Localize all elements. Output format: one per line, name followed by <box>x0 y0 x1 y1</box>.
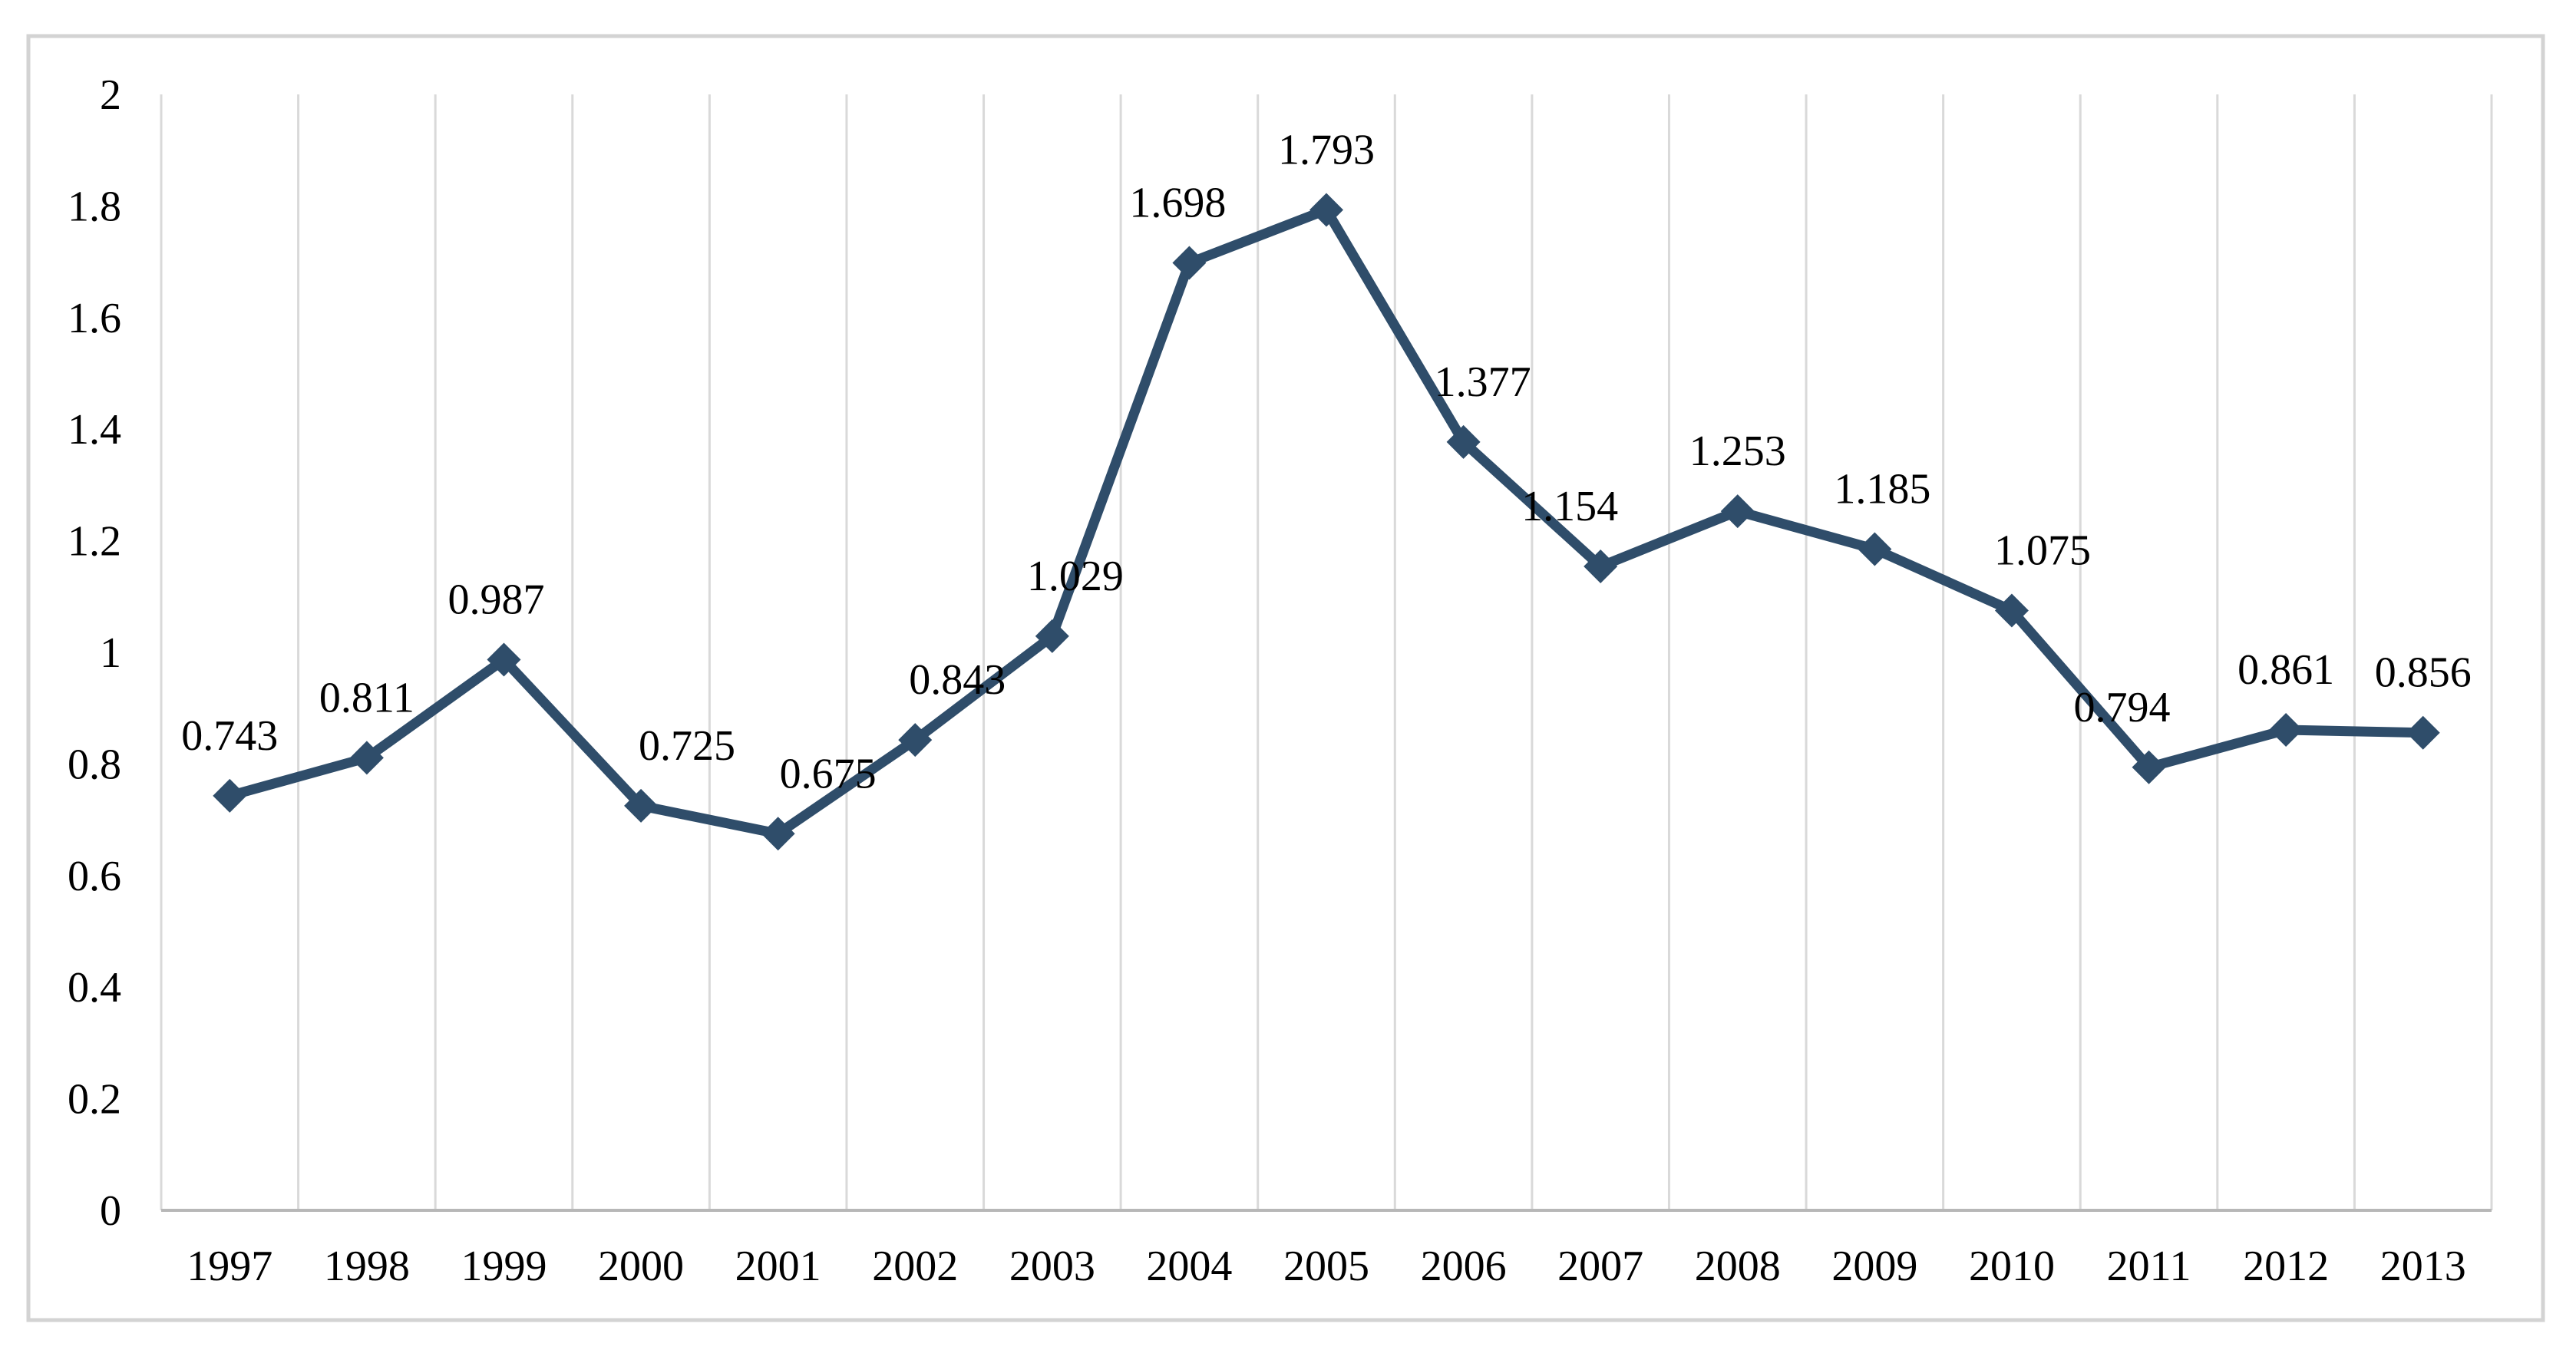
x-tick-label: 2002 <box>872 1243 958 1290</box>
x-tick-label: 2009 <box>1831 1243 1917 1290</box>
y-tick-label: 1.2 <box>68 518 121 566</box>
x-tick-label: 2013 <box>2380 1243 2466 1290</box>
y-tick-label: 0 <box>100 1187 121 1235</box>
data-label: 1.075 <box>1994 526 2091 574</box>
x-tick-label: 2006 <box>1421 1243 1507 1290</box>
data-label: 0.675 <box>780 750 877 797</box>
x-tick-label: 1999 <box>461 1243 547 1290</box>
x-tick-label: 1997 <box>187 1243 272 1290</box>
data-point-marker <box>1446 424 1481 459</box>
data-point-marker <box>2269 713 2304 748</box>
y-tick-label: 1 <box>100 629 121 677</box>
data-label: 1.793 <box>1278 126 1375 173</box>
data-label: 0.743 <box>181 712 278 760</box>
y-tick-label: 0.4 <box>68 964 121 1012</box>
data-label: 0.861 <box>2237 646 2334 694</box>
data-label: 1.253 <box>1689 427 1786 475</box>
data-label: 0.725 <box>639 722 735 770</box>
y-tick-label: 0.6 <box>68 853 121 900</box>
x-tick-label: 1998 <box>324 1243 410 1290</box>
data-point-markers <box>213 193 2440 851</box>
x-tick-label: 2011 <box>2107 1243 2191 1290</box>
x-tick-label: 2007 <box>1557 1243 1643 1290</box>
data-label: 1.029 <box>1027 553 1124 600</box>
data-point-marker <box>624 788 659 823</box>
data-point-marker <box>349 741 384 775</box>
data-label: 0.794 <box>2074 684 2171 731</box>
data-point-marker <box>2406 715 2440 750</box>
data-point-marker <box>213 778 247 813</box>
y-tick-label: 0.2 <box>68 1076 121 1124</box>
data-label: 0.811 <box>319 674 414 721</box>
gridlines <box>160 94 2493 1210</box>
data-point-marker <box>487 642 521 677</box>
y-tick-label: 0.8 <box>68 741 121 788</box>
data-point-marker <box>1035 619 1069 653</box>
chart-border <box>26 34 2545 1322</box>
data-label: 1.154 <box>1521 483 1618 530</box>
y-tick-label: 1.6 <box>68 295 121 342</box>
data-point-marker <box>1858 532 1892 566</box>
x-tick-label: 2012 <box>2243 1243 2329 1290</box>
x-tick-label: 2000 <box>598 1243 684 1290</box>
data-point-marker <box>761 817 795 851</box>
data-label: 0.843 <box>909 656 1006 704</box>
x-tick-label: 2010 <box>1969 1243 2055 1290</box>
x-tick-label: 2005 <box>1283 1243 1369 1290</box>
data-point-marker <box>1720 494 1755 529</box>
data-label: 0.987 <box>447 576 544 623</box>
x-axis-labels: 1997 1998 1999 2000 2001 2002 2003 2004 2005 2006… <box>187 1243 2465 1290</box>
data-point-marker <box>1584 550 1618 584</box>
data-point-marker <box>898 723 933 758</box>
data-label: 1.185 <box>1834 466 1930 513</box>
data-point-marker <box>1309 193 1343 227</box>
data-point-marker <box>1172 246 1207 280</box>
x-tick-label: 2008 <box>1695 1243 1781 1290</box>
x-tick-label: 2001 <box>735 1243 821 1290</box>
y-tick-label: 1.8 <box>68 183 121 230</box>
data-label: 1.698 <box>1129 180 1226 227</box>
data-point-marker <box>2132 750 2166 784</box>
data-label: 1.377 <box>1435 358 1531 406</box>
y-tick-label: 1.4 <box>68 406 121 454</box>
data-point-marker <box>1994 593 2029 628</box>
y-tick-label: 2 <box>100 71 121 119</box>
x-tick-label: 2003 <box>1009 1243 1095 1290</box>
data-labels: 0.743 0.811 0.987 0.725 0.675 0.843 1.029 1.698… <box>181 126 2471 797</box>
y-axis-labels: 0 0.2 0.4 0.6 0.8 1 1.2 1.4 1.6 1.8 2 <box>68 71 121 1235</box>
data-label: 0.856 <box>2375 649 2472 697</box>
x-tick-label: 2004 <box>1146 1243 1232 1290</box>
